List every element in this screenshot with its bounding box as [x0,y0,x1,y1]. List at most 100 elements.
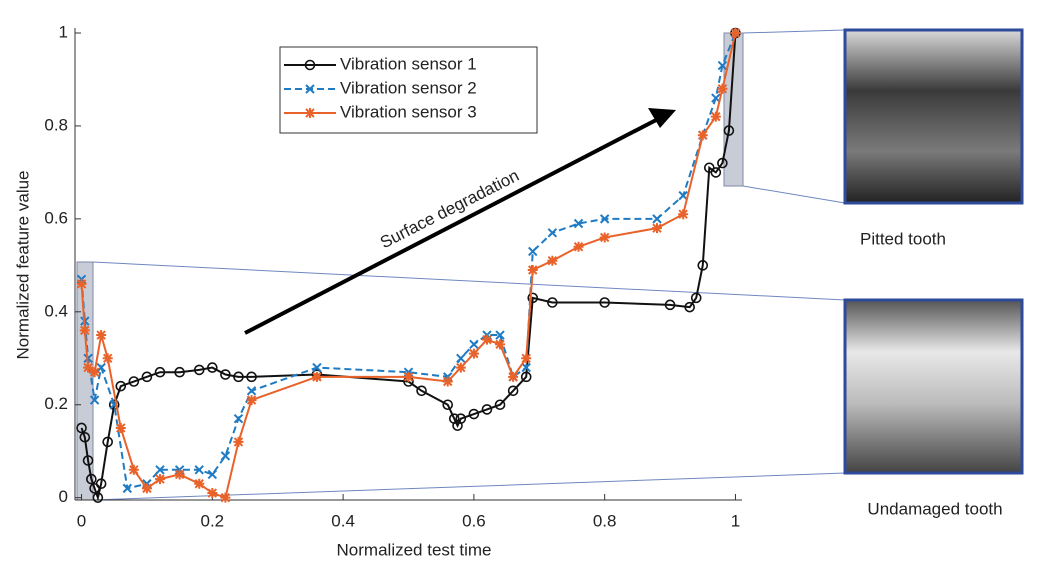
marker [717,83,728,94]
marker [678,209,689,220]
x-tick-label: 0.8 [593,511,617,530]
marker [233,436,244,447]
marker [233,413,244,424]
x-tick-label: 0.4 [331,511,355,530]
y-tick-label: 0 [59,487,68,506]
marker [717,60,728,71]
marker [79,431,91,443]
marker [528,246,538,257]
y-tick-label: 0.4 [44,301,68,320]
marker [521,353,532,364]
marker [122,483,133,494]
marker [246,395,257,406]
marker [96,330,107,341]
marker [495,339,506,350]
marker [102,353,113,364]
marker [507,385,519,397]
marker [220,369,231,380]
y-tick-label: 0.8 [44,115,68,134]
marker [76,278,87,289]
marker [730,28,741,38]
marker [312,362,322,373]
marker [697,260,709,271]
marker [246,371,257,383]
marker [154,366,166,378]
marker [174,469,185,480]
marker [495,330,505,340]
zoom-line [92,261,846,301]
marker [527,292,539,304]
zoom-line [742,185,846,204]
marker [599,214,610,224]
marker [508,371,519,382]
marker [233,371,244,383]
y-axis-label: Normalized feature value [13,171,32,360]
undamaged-tooth-photo [843,298,1024,475]
annotation: Undamaged tooth [867,499,1002,518]
legend-label: Vibration sensor 3 [340,102,477,121]
marker [86,473,97,485]
trend-arrow [244,116,661,335]
marker [664,299,676,311]
marker [79,325,90,336]
x-tick-label: 0.2 [201,511,225,530]
marker [697,130,708,141]
y-tick-label: 0.2 [44,394,68,413]
legend-label: Vibration sensor 2 [340,78,477,97]
marker [547,297,558,308]
marker [521,362,531,373]
marker [468,408,480,420]
marker [573,241,584,252]
marker [599,297,610,308]
marker [455,413,467,424]
marker [527,264,538,275]
marker [717,157,728,169]
zoom-line [92,472,846,501]
marker [305,108,315,118]
marker [520,371,532,383]
marker [455,362,466,373]
marker [102,436,113,448]
marker [83,362,94,373]
marker [141,483,152,494]
marker [304,59,316,71]
marker [174,366,185,378]
marker [128,464,139,475]
annotation: Pitted tooth [860,229,946,248]
marker [155,474,166,485]
marker [141,371,153,383]
zoom-line [742,29,846,34]
marker [194,478,205,489]
marker [76,422,87,434]
arrow-head [648,108,676,128]
marker [652,214,662,224]
marker [207,488,218,499]
marker [194,465,204,475]
x-tick-label: 0.6 [462,511,486,530]
marker [481,404,493,415]
series-line [80,32,737,502]
marker [92,492,104,503]
marker [305,84,315,94]
pitted-tooth-photo [843,28,1024,205]
marker [711,93,721,103]
marker [481,334,492,345]
legend-label: Vibration sensor 1 [340,54,477,73]
marker [403,371,414,382]
marker [684,301,695,313]
marker [573,218,584,229]
marker [246,386,257,396]
y-tick-label: 0.6 [44,208,68,227]
marker [710,167,722,178]
marker [468,348,479,359]
marker [678,190,688,201]
y-tick-label: 1 [59,22,68,41]
marker [651,223,662,234]
x-tick-label: 0 [77,511,86,530]
marker [96,362,106,373]
marker [547,255,558,266]
annotation: Surface degradation [377,166,522,252]
marker [207,362,218,373]
marker [469,339,479,350]
